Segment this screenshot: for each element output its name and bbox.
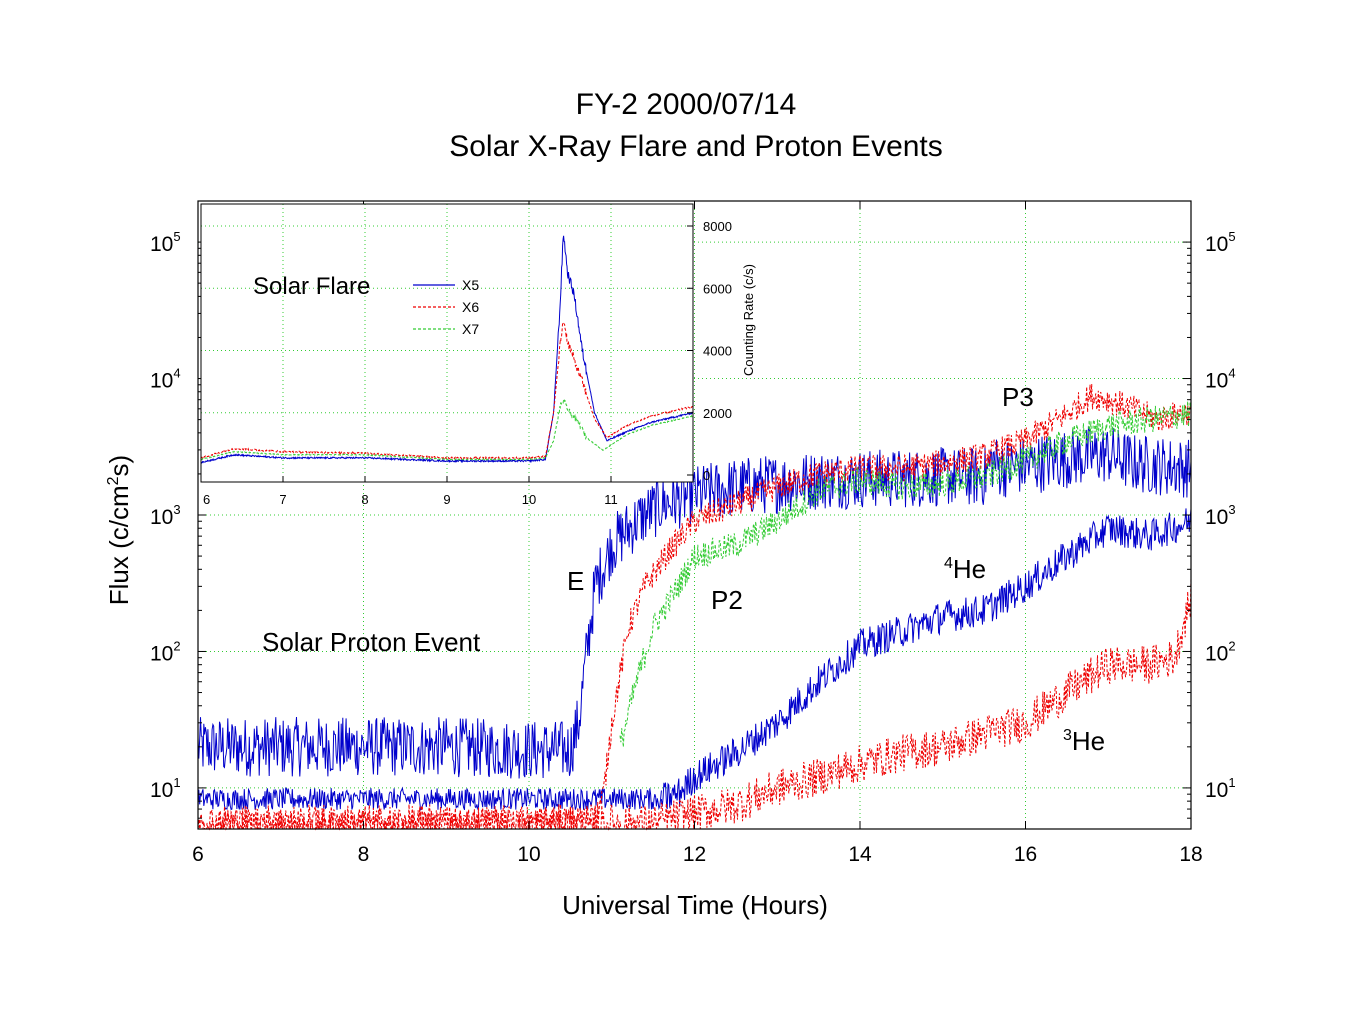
series-line-P3 xyxy=(619,401,1192,748)
annotation-He3-sup: 3 xyxy=(1063,727,1072,744)
inset-x-tick-label: 9 xyxy=(443,492,450,507)
inset-title: Solar Flare xyxy=(253,273,370,300)
y-axis-label-tail: s) xyxy=(104,455,134,477)
inset-y-tick-label: 8000 xyxy=(703,219,732,234)
main-y-tick-label: 101 xyxy=(150,775,181,802)
annotation-E: E xyxy=(567,566,584,596)
main-y-tick-label-right: 104 xyxy=(1205,366,1236,393)
annotation-He3: 3He xyxy=(1063,726,1105,756)
inset-x-tick-label: 7 xyxy=(279,492,286,507)
main-y-tick-label-right: 103 xyxy=(1205,502,1236,529)
inset-background xyxy=(201,204,693,482)
series-line-E_upper xyxy=(197,425,1192,779)
y-axis-label: Flux (c/cm2s) xyxy=(104,455,134,605)
main-y-tick-label: 105 xyxy=(150,229,181,256)
annotation-P2: P2 xyxy=(711,585,743,615)
inset-y-tick-label: 4000 xyxy=(703,344,732,359)
main-x-tick-label: 18 xyxy=(1179,843,1202,866)
inset-y-tick-label: 2000 xyxy=(703,406,732,421)
inset-legend: X5 X6 X7 xyxy=(413,277,479,337)
inset-series-line-X7 xyxy=(200,397,694,461)
inset-x-tick-label: 6 xyxy=(203,492,210,507)
x-axis-label: Universal Time (Hours) xyxy=(562,890,828,920)
chart-title-line1: FY-2 2000/07/14 xyxy=(576,88,797,121)
main-y-tick-label: 102 xyxy=(150,638,181,665)
inset-series xyxy=(200,235,694,464)
main-x-tick-label: 6 xyxy=(192,843,204,866)
annotation-He4: 4He xyxy=(944,554,986,584)
inset-ticks: 6 7 8 9 10 11 0 2000 4000 6000 8000 xyxy=(200,219,732,507)
inset-y-axis-label: Counting Rate (c/s) xyxy=(741,264,756,376)
annotation-He3-text: He xyxy=(1072,726,1105,756)
inset-x-tick-label: 10 xyxy=(522,492,536,507)
inset-y-tick-label: 6000 xyxy=(703,281,732,296)
inset-x-tick-label: 11 xyxy=(604,492,618,507)
inset-series-line-X5 xyxy=(200,235,694,464)
inset-y-tick-label: 0 xyxy=(703,468,710,483)
inset-x-tick-label: 8 xyxy=(361,492,368,507)
main-y-tick-label: 103 xyxy=(150,502,181,529)
chart-title-line2: Solar X-Ray Flare and Proton Events xyxy=(449,130,943,163)
series-line-He4 xyxy=(660,508,1192,810)
main-x-tick-label: 12 xyxy=(683,843,706,866)
main-x-tick-label: 16 xyxy=(1014,843,1037,866)
y-axis-label-sup: 2 xyxy=(105,476,122,485)
legend-label-X5: X5 xyxy=(462,277,479,293)
series-line-E_lower xyxy=(197,786,662,811)
main-y-tick-label-right: 105 xyxy=(1205,229,1236,256)
annotation-He4-text: He xyxy=(953,554,986,584)
inset-series-line-X6 xyxy=(200,321,694,461)
series-line-He3 xyxy=(197,578,1192,831)
main-x-tick-label: 10 xyxy=(517,843,540,866)
main-y-tick-label-right: 101 xyxy=(1205,775,1236,802)
annotation-P3: P3 xyxy=(1002,382,1034,412)
main-x-tick-label: 14 xyxy=(848,843,872,866)
main-x-tick-label: 8 xyxy=(358,843,370,866)
main-y-tick-label: 104 xyxy=(150,366,181,393)
annotation-He4-sup: 4 xyxy=(944,555,953,572)
y-axis-label-main: Flux (c/cm xyxy=(104,485,134,605)
annotation-proton-event: Solar Proton Event xyxy=(262,627,481,657)
legend-label-X7: X7 xyxy=(462,321,479,337)
main-y-tick-label-right: 102 xyxy=(1205,638,1236,665)
legend-label-X6: X6 xyxy=(462,299,479,315)
